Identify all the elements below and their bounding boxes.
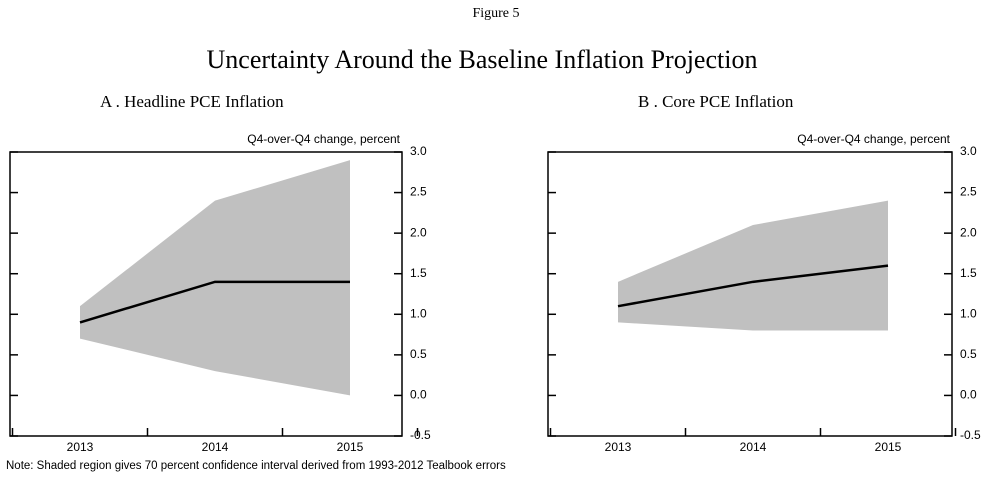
figure-label: Figure 5 (472, 6, 519, 21)
plot-frame (547, 151, 953, 437)
baseline-line (79, 280, 350, 324)
y-tick-label: 0.0 (410, 388, 427, 402)
x-tick-label: 2014 (202, 440, 229, 454)
confidence-band (618, 200, 888, 331)
y-tick-label: 2.5 (960, 185, 977, 199)
x-tick-label: 2014 (740, 440, 767, 454)
y-tick-label: 3.0 (960, 144, 977, 158)
y-axis-label: Q4-over-Q4 change, percent (247, 132, 400, 146)
y-tick-label: -0.5 (410, 428, 431, 442)
y-tick-label: 1.5 (960, 266, 977, 280)
y-axis-label: Q4-over-Q4 change, percent (797, 132, 950, 146)
y-tick-label: 2.0 (410, 225, 427, 239)
x-tick-label: 2015 (875, 440, 902, 454)
panel-title: B . Core PCE Inflation (638, 92, 794, 111)
y-tick-label: 2.5 (410, 185, 427, 199)
baseline-line (617, 264, 889, 308)
y-tick-label: -0.5 (960, 428, 981, 442)
y-tick-label: 0.0 (960, 388, 977, 402)
y-tick-label: 1.0 (410, 306, 427, 320)
y-tick-label: 0.5 (960, 347, 977, 361)
y-tick-label: 2.0 (960, 225, 977, 239)
panel-title: A . Headline PCE Inflation (100, 92, 284, 111)
figure-title: Uncertainty Around the Baseline Inflatio… (207, 45, 758, 74)
x-tick-label: 2013 (67, 440, 94, 454)
x-tick-label: 2013 (605, 440, 632, 454)
x-tick-label: 2015 (337, 440, 364, 454)
y-tick-label: 3.0 (410, 144, 427, 158)
note: Note: Shaded region gives 70 percent con… (6, 460, 506, 472)
y-tick-label: 1.5 (410, 266, 427, 280)
y-tick-label: 1.0 (960, 306, 977, 320)
confidence-band (80, 160, 350, 396)
y-tick-label: 0.5 (410, 347, 427, 361)
plot-frame (9, 151, 403, 437)
